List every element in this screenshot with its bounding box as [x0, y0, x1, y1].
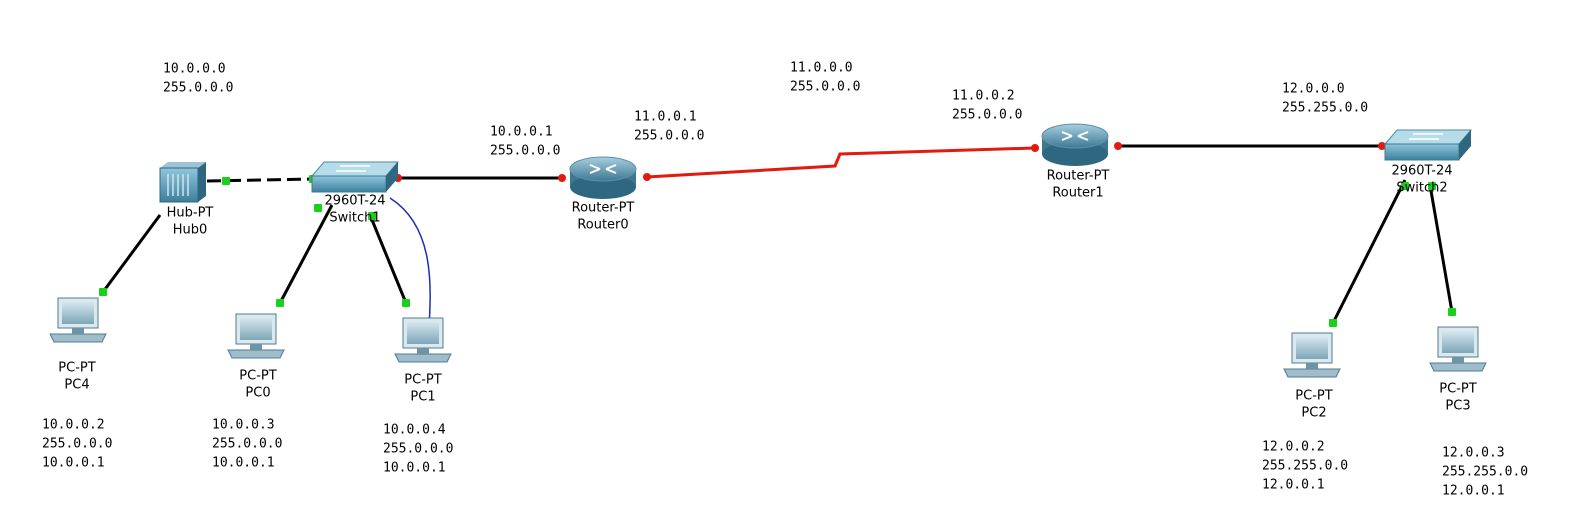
port-indicator [1448, 308, 1456, 316]
pc-icon [49, 297, 107, 343]
link [278, 204, 334, 304]
device-name: PC3 [1445, 399, 1470, 414]
device-model: PC-PT [1295, 389, 1332, 404]
port-indicator [643, 173, 651, 181]
address-label: 10.0.0.2 [42, 418, 105, 433]
port-indicator [558, 174, 566, 182]
address-label: 12.0.0.1 [1442, 484, 1505, 499]
link [206, 177, 314, 183]
address-label: 10.0.0.1 [490, 125, 553, 140]
device-model: PC-PT [58, 361, 95, 376]
address-label: 12.0.0.3 [1442, 446, 1505, 461]
device-model: Router-PT [572, 201, 635, 216]
switch-icon [1384, 129, 1472, 161]
hub-icon [159, 161, 207, 203]
port-indicator [1031, 144, 1039, 152]
serial-link [646, 146, 1036, 179]
device-name: Router0 [577, 218, 628, 233]
device-model: 2960T-24 [1391, 164, 1452, 179]
address-label: 255.0.0.0 [42, 437, 112, 452]
port-indicator [1401, 182, 1409, 190]
address-label: 255.0.0.0 [212, 437, 282, 452]
device-model: Hub-PT [167, 206, 214, 221]
labels: Hub-PT Hub0 2960T-24 Switch1 Router-PT Router… [42, 61, 1528, 499]
port-indicator [1378, 142, 1386, 150]
device-name: PC2 [1301, 406, 1326, 421]
device-name: Router1 [1052, 186, 1103, 201]
address-label: 10.0.0.0 [163, 62, 226, 77]
address-label: 10.0.0.4 [383, 423, 446, 438]
links [99, 142, 1456, 347]
pc-icon [227, 313, 285, 359]
port-indicator [222, 177, 230, 185]
port-indicator [314, 204, 322, 212]
address-label: 255.0.0.0 [383, 442, 453, 457]
device-name: PC4 [64, 378, 89, 393]
address-label: 11.0.0.1 [634, 110, 697, 125]
address-label: 255.0.0.0 [634, 129, 704, 144]
address-label: 255.0.0.0 [163, 81, 233, 96]
address-label: 255.255.0.0 [1282, 101, 1368, 116]
device-model: 2960T-24 [324, 194, 385, 209]
device-model: PC-PT [239, 369, 276, 384]
devices [49, 123, 1487, 378]
pc-icon [1283, 332, 1341, 378]
pc-icon [394, 317, 452, 363]
device-model: PC-PT [404, 373, 441, 388]
device-name: PC1 [410, 390, 435, 405]
address-label: 255.0.0.0 [952, 108, 1022, 123]
device-name: PC0 [245, 386, 270, 401]
address-label: 12.0.0.0 [1282, 82, 1345, 97]
router-icon [1041, 123, 1109, 167]
address-label: 12.0.0.2 [1262, 440, 1325, 455]
address-label: 10.0.0.1 [42, 456, 105, 471]
address-label: 255.255.0.0 [1262, 459, 1348, 474]
link [101, 214, 162, 293]
router-icon [569, 156, 637, 200]
link [1428, 184, 1454, 313]
port-indicator [1114, 142, 1122, 150]
address-label: 11.0.0.0 [790, 61, 853, 76]
address-label: 10.0.0.1 [383, 461, 446, 476]
address-label: 255.255.0.0 [1442, 465, 1528, 480]
link [368, 214, 408, 304]
address-label: 10.0.0.3 [212, 418, 275, 433]
address-label: 10.0.0.1 [212, 456, 275, 471]
port-indicator [99, 288, 107, 296]
address-label: 255.0.0.0 [790, 80, 860, 95]
address-label: 11.0.0.2 [952, 89, 1015, 104]
device-model: PC-PT [1439, 382, 1476, 397]
port-indicator [1329, 319, 1337, 327]
port-indicator [368, 212, 376, 220]
pc-icon [1429, 326, 1487, 372]
port-indicator [402, 299, 410, 307]
device-name: Switch2 [1396, 181, 1447, 196]
port-indicator [276, 299, 284, 307]
device-name: Hub0 [173, 223, 208, 238]
link [1331, 179, 1407, 324]
address-label: 12.0.0.1 [1262, 478, 1325, 493]
switch-icon [311, 161, 399, 193]
device-model: Router-PT [1047, 169, 1110, 184]
device-name: Switch1 [329, 211, 380, 226]
port-indicator [1428, 182, 1436, 190]
address-label: 255.0.0.0 [490, 144, 560, 159]
